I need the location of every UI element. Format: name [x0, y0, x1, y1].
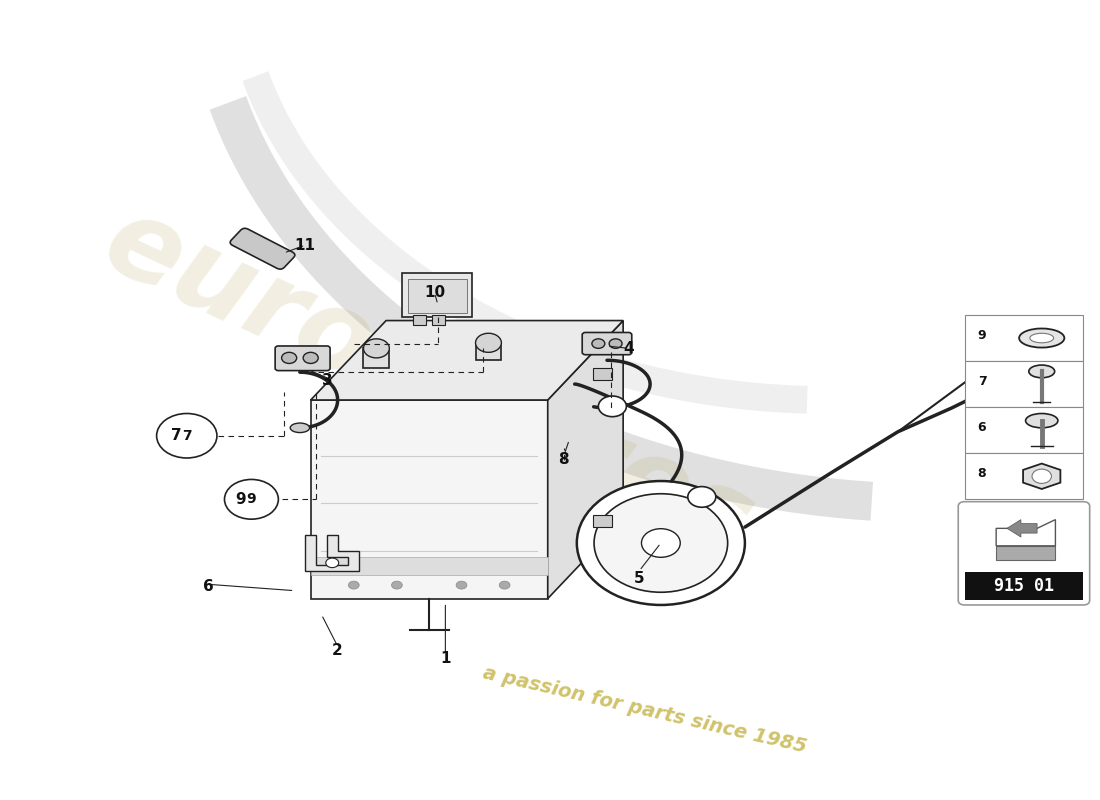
- Circle shape: [349, 581, 360, 589]
- FancyBboxPatch shape: [230, 228, 295, 269]
- Text: 11: 11: [295, 238, 316, 253]
- FancyBboxPatch shape: [582, 333, 631, 354]
- Polygon shape: [310, 400, 548, 598]
- Polygon shape: [310, 321, 623, 400]
- Circle shape: [688, 486, 716, 507]
- Circle shape: [456, 581, 466, 589]
- Text: 7: 7: [182, 429, 191, 442]
- Bar: [412, 315, 426, 325]
- Bar: [593, 515, 613, 527]
- Circle shape: [641, 529, 680, 558]
- FancyBboxPatch shape: [275, 346, 330, 370]
- Polygon shape: [1023, 463, 1060, 489]
- Bar: [363, 348, 389, 368]
- Text: 5: 5: [634, 571, 645, 586]
- FancyBboxPatch shape: [994, 319, 1021, 334]
- Bar: [965, 572, 1084, 600]
- Text: 915 01: 915 01: [994, 577, 1054, 595]
- Bar: [997, 546, 1055, 560]
- Bar: [432, 315, 446, 325]
- Text: 4: 4: [624, 341, 634, 356]
- Text: 3: 3: [321, 373, 332, 388]
- Text: eurospares: eurospares: [88, 187, 770, 581]
- Text: 2: 2: [332, 642, 343, 658]
- Bar: [965, 454, 1084, 499]
- Text: 6: 6: [978, 422, 987, 434]
- Circle shape: [304, 352, 318, 363]
- Circle shape: [992, 319, 1019, 338]
- Bar: [310, 558, 548, 574]
- Bar: [593, 368, 613, 380]
- Text: 9: 9: [246, 492, 256, 506]
- Text: 8: 8: [559, 452, 569, 467]
- FancyBboxPatch shape: [958, 502, 1090, 605]
- Text: 1: 1: [440, 650, 451, 666]
- Circle shape: [594, 494, 728, 592]
- Text: 9: 9: [235, 492, 246, 507]
- Ellipse shape: [1028, 365, 1055, 378]
- Circle shape: [499, 581, 510, 589]
- Bar: [408, 279, 466, 313]
- Circle shape: [1032, 469, 1052, 483]
- Bar: [965, 407, 1084, 454]
- Text: 6: 6: [204, 579, 213, 594]
- Polygon shape: [306, 535, 360, 571]
- Text: 10: 10: [424, 286, 446, 300]
- Circle shape: [598, 396, 626, 417]
- Circle shape: [576, 481, 745, 605]
- Polygon shape: [997, 520, 1055, 546]
- Circle shape: [282, 352, 297, 363]
- Text: a passion for parts since 1985: a passion for parts since 1985: [481, 663, 808, 757]
- Text: 7: 7: [170, 428, 182, 443]
- Ellipse shape: [290, 423, 309, 433]
- Ellipse shape: [1019, 329, 1065, 347]
- Circle shape: [392, 581, 403, 589]
- Text: 7: 7: [978, 375, 987, 388]
- Bar: [403, 273, 472, 317]
- Circle shape: [326, 558, 339, 568]
- Polygon shape: [548, 321, 623, 598]
- Text: 9: 9: [978, 330, 987, 342]
- Polygon shape: [1006, 520, 1037, 537]
- Circle shape: [609, 339, 623, 348]
- Bar: [965, 361, 1084, 407]
- Ellipse shape: [1025, 414, 1058, 428]
- Bar: [475, 342, 502, 360]
- Ellipse shape: [1030, 334, 1054, 342]
- Circle shape: [592, 339, 605, 348]
- Circle shape: [224, 479, 278, 519]
- Circle shape: [156, 414, 217, 458]
- Text: 8: 8: [978, 467, 987, 481]
- Bar: [965, 315, 1084, 361]
- Circle shape: [475, 334, 502, 352]
- Circle shape: [363, 339, 389, 358]
